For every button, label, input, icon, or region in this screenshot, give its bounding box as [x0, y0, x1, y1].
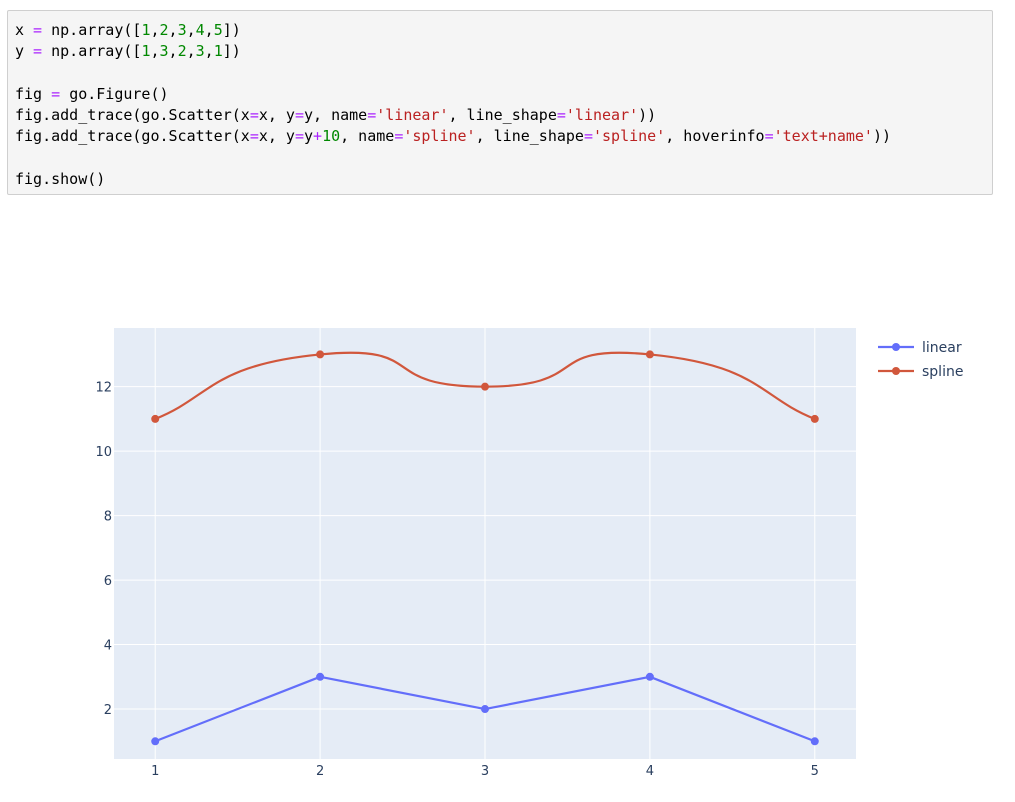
code-token: =: [367, 106, 377, 125]
code-token: fig.show(): [15, 170, 106, 189]
x-tick-label: 1: [151, 764, 159, 779]
x-tick-label: 2: [316, 764, 324, 779]
code-token: =: [249, 106, 259, 125]
code-token: 2: [177, 42, 187, 61]
legend-label: linear: [922, 340, 962, 356]
code-token: 1: [141, 21, 151, 39]
code-token: fig.add_trace(go.Scatter(x: [15, 127, 250, 146]
code-line: fig = go.Figure(): [15, 84, 891, 105]
code-token: , line_shape: [448, 106, 557, 125]
x-tick-label: 4: [646, 764, 654, 779]
code-token: ,: [186, 42, 196, 61]
code-token: 4: [195, 21, 205, 39]
code-token: 3: [195, 42, 205, 61]
legend-label: spline: [922, 364, 963, 380]
data-point-linear: [481, 705, 489, 714]
code-token: =: [556, 106, 566, 125]
data-point-spline: [316, 350, 325, 359]
y-tick-label: 4: [104, 639, 112, 654]
data-point-spline: [481, 382, 489, 391]
code-token: =: [294, 127, 304, 146]
code-token: , name: [340, 127, 395, 146]
code-token: 'spline': [403, 127, 476, 146]
code-token: , line_shape: [475, 127, 584, 146]
code-line: fig.add_trace(go.Scatter(x=x, y=y, name=…: [15, 105, 891, 126]
code-token: 1: [213, 42, 223, 61]
code-token: np.array([: [51, 21, 142, 39]
code-token: 1: [141, 42, 151, 61]
code-line: fig.show(): [15, 169, 891, 190]
code-token: x, y: [258, 127, 295, 146]
code-token: fig: [15, 84, 43, 103]
data-point-linear: [645, 672, 654, 681]
code-token: 10: [322, 127, 341, 146]
code-token: =: [764, 127, 774, 146]
code-token: =: [583, 127, 593, 146]
code-token: y: [15, 42, 25, 61]
legend-marker: [892, 367, 900, 375]
code-token: ,: [168, 21, 178, 39]
data-point-spline: [645, 350, 654, 359]
code-token: ,: [204, 42, 214, 61]
code-token: =: [24, 42, 52, 61]
code-token: =: [24, 21, 52, 39]
y-tick-label: 6: [104, 574, 112, 589]
code-token: =: [42, 84, 70, 103]
code-token: fig.add_trace(go.Scatter(x: [15, 106, 250, 125]
code-token: =: [249, 127, 259, 146]
code-token: go.Figure(): [69, 84, 169, 103]
code-line: y = np.array([1,3,2,3,1]): [15, 41, 891, 62]
x-tick-label: 3: [481, 764, 489, 779]
code-token: ,: [168, 42, 178, 61]
code-token: 'spline': [593, 127, 666, 146]
x-axis-ticks: 1 2 3 4 5: [151, 764, 819, 779]
code-token: y: [304, 127, 314, 146]
code-token: ]): [222, 21, 241, 39]
y-tick-label: 12: [95, 381, 112, 396]
code-token: x: [15, 21, 25, 39]
y-tick-label: 10: [95, 445, 112, 460]
code-token: 'linear': [376, 106, 449, 125]
code-token: x, y: [258, 106, 295, 125]
code-line: x = np.array([1,2,3,4,5]): [15, 20, 891, 41]
data-points: [151, 350, 819, 746]
legend-marker: [892, 343, 900, 351]
code-token: ,: [204, 21, 214, 39]
code-token: )): [638, 106, 657, 125]
code-token: y, name: [304, 106, 368, 125]
legend-item-spline[interactable]: spline: [878, 364, 963, 380]
code-token: 2: [159, 21, 169, 39]
code-block: x = np.array([1,2,3,4,5]) y = np.array([1…: [15, 20, 891, 190]
code-token: 5: [213, 21, 223, 39]
y-tick-label: 8: [104, 510, 112, 525]
code-token: =: [394, 127, 404, 146]
data-point-linear: [316, 672, 325, 681]
y-tick-label: 2: [104, 703, 112, 718]
y-axis-ticks: 2 4 6 8 10 12: [95, 381, 112, 718]
x-tick-label: 5: [811, 764, 819, 779]
code-token: 3: [159, 42, 169, 61]
code-token: ,: [150, 21, 160, 39]
code-token: 'text+name': [773, 127, 873, 146]
code-token: np.array([: [51, 42, 142, 61]
data-point-spline: [151, 414, 160, 423]
code-token: ]): [222, 42, 241, 61]
code-token: 'linear': [565, 106, 639, 125]
data-point-spline: [810, 414, 819, 423]
data-point-linear: [810, 737, 819, 746]
legend[interactable]: linear spline: [878, 340, 963, 380]
code-token: ,: [186, 21, 196, 39]
legend-item-linear[interactable]: linear: [878, 340, 962, 356]
code-token: ,: [150, 42, 160, 61]
code-token: )): [872, 127, 892, 146]
code-token: , hoverinfo: [665, 127, 765, 146]
code-token: =: [294, 106, 304, 125]
code-cell[interactable]: x = np.array([1,2,3,4,5]) y = np.array([1…: [7, 10, 993, 195]
code-line: fig.add_trace(go.Scatter(x=x, y=y+10, na…: [15, 126, 891, 147]
code-token: +: [313, 127, 323, 146]
code-token: 3: [177, 21, 187, 39]
data-point-linear: [151, 737, 160, 746]
